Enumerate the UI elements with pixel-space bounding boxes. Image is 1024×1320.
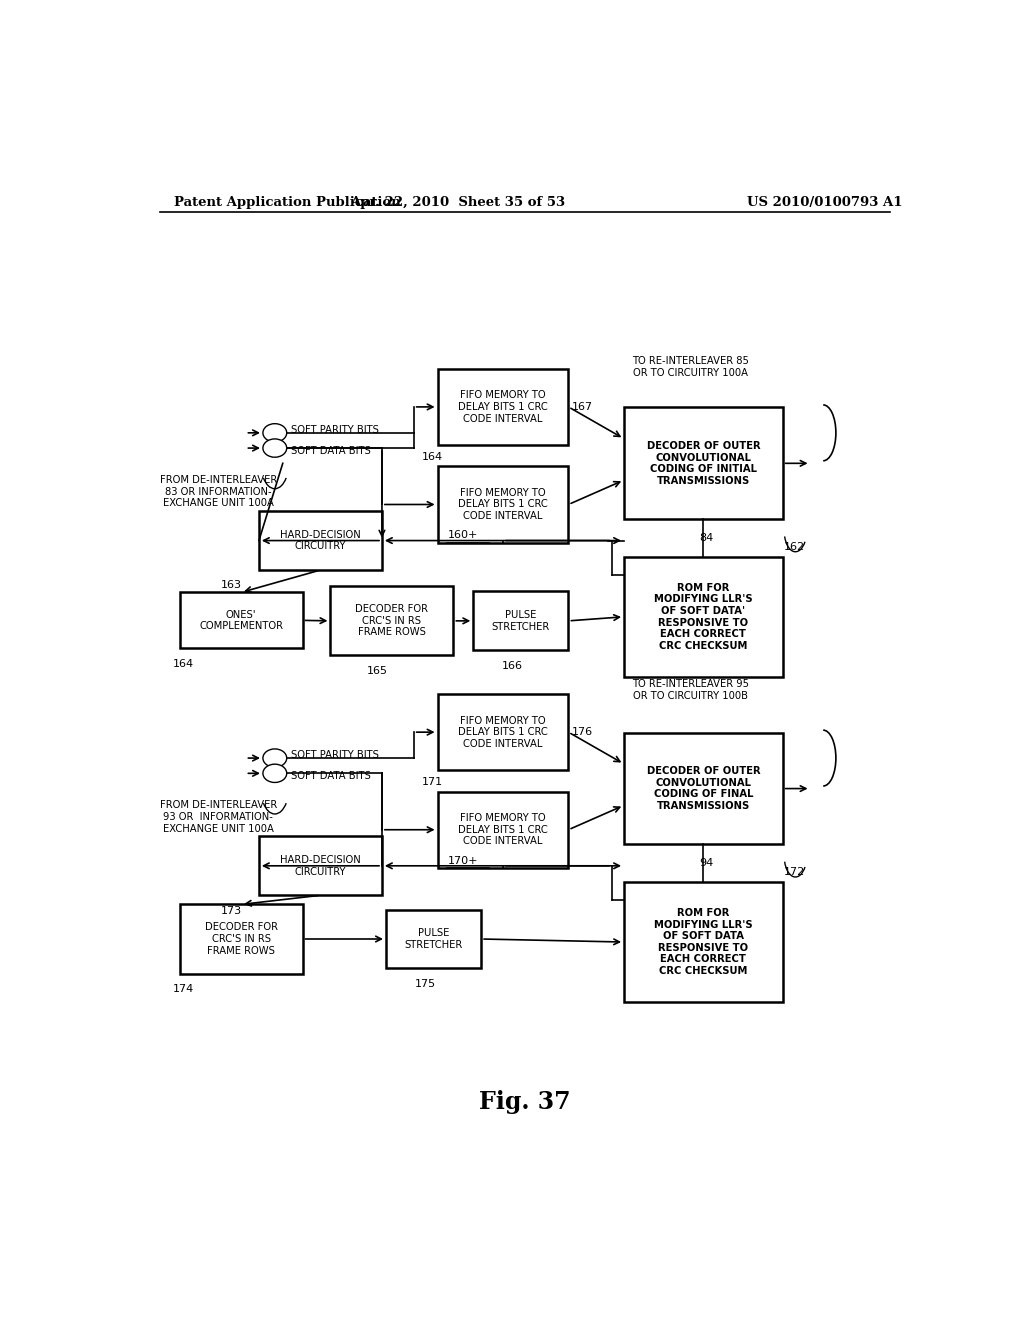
Text: 84: 84 [699,532,714,543]
Text: Fig. 37: Fig. 37 [479,1089,570,1114]
FancyBboxPatch shape [179,593,303,648]
Text: SOFT DATA BITS: SOFT DATA BITS [291,446,371,457]
Text: HARD-DECISION
CIRCUITRY: HARD-DECISION CIRCUITRY [281,855,360,876]
Text: 164: 164 [173,659,195,668]
FancyBboxPatch shape [437,792,568,867]
FancyBboxPatch shape [624,733,782,845]
FancyBboxPatch shape [259,837,382,895]
FancyBboxPatch shape [386,909,481,969]
Text: 174: 174 [173,983,195,994]
Text: 164: 164 [422,453,442,462]
Text: FIFO MEMORY TO
DELAY BITS 1 CRC
CODE INTERVAL: FIFO MEMORY TO DELAY BITS 1 CRC CODE INT… [458,813,548,846]
Text: 170+: 170+ [447,855,478,866]
Text: FIFO MEMORY TO
DELAY BITS 1 CRC
CODE INTERVAL: FIFO MEMORY TO DELAY BITS 1 CRC CODE INT… [458,488,548,521]
Ellipse shape [263,440,287,457]
Ellipse shape [263,764,287,783]
Text: 94: 94 [699,858,714,867]
Text: 173: 173 [220,906,242,916]
FancyBboxPatch shape [437,368,568,445]
FancyBboxPatch shape [259,511,382,570]
Text: 163: 163 [220,581,242,590]
Text: FIFO MEMORY TO
DELAY BITS 1 CRC
CODE INTERVAL: FIFO MEMORY TO DELAY BITS 1 CRC CODE INT… [458,391,548,424]
Text: DECODER OF OUTER
CONVOLUTIONAL
CODING OF FINAL
TRANSMISSIONS: DECODER OF OUTER CONVOLUTIONAL CODING OF… [646,766,760,810]
Text: 167: 167 [571,401,593,412]
Text: 162: 162 [784,541,806,552]
Text: 166: 166 [502,660,523,671]
FancyBboxPatch shape [624,557,782,677]
Text: HARD-DECISION
CIRCUITRY: HARD-DECISION CIRCUITRY [281,529,360,552]
Text: 171: 171 [422,777,442,788]
Text: 160+: 160+ [447,531,478,540]
Text: TO RE-INTERLEAVER 85
OR TO CIRCUITRY 100A: TO RE-INTERLEAVER 85 OR TO CIRCUITRY 100… [632,356,749,378]
Text: 165: 165 [368,665,388,676]
Text: FROM DE-INTERLEAVER
83 OR INFORMATION-
EXCHANGE UNIT 100A: FROM DE-INTERLEAVER 83 OR INFORMATION- E… [160,475,278,508]
FancyBboxPatch shape [624,408,782,519]
Text: SOFT PARITY BITS: SOFT PARITY BITS [291,750,379,760]
FancyBboxPatch shape [437,466,568,543]
Text: SOFT DATA BITS: SOFT DATA BITS [291,771,371,781]
Ellipse shape [263,424,287,442]
Text: SOFT PARITY BITS: SOFT PARITY BITS [291,425,379,434]
Text: US 2010/0100793 A1: US 2010/0100793 A1 [748,195,902,209]
Text: DECODER OF OUTER
CONVOLUTIONAL
CODING OF INITIAL
TRANSMISSIONS: DECODER OF OUTER CONVOLUTIONAL CODING OF… [646,441,760,486]
Text: ROM FOR
MODIFYING LLR'S
OF SOFT DATA
RESPONSIVE TO
EACH CORRECT
CRC CHECKSUM: ROM FOR MODIFYING LLR'S OF SOFT DATA RES… [654,908,753,975]
FancyBboxPatch shape [473,591,568,651]
Text: ROM FOR
MODIFYING LLR'S
OF SOFT DATA'
RESPONSIVE TO
EACH CORRECT
CRC CHECKSUM: ROM FOR MODIFYING LLR'S OF SOFT DATA' RE… [654,583,753,651]
FancyBboxPatch shape [624,882,782,1002]
Text: DECODER FOR
CRC'S IN RS
FRAME ROWS: DECODER FOR CRC'S IN RS FRAME ROWS [205,923,278,956]
Text: FROM DE-INTERLEAVER
93 OR  INFORMATION-
EXCHANGE UNIT 100A: FROM DE-INTERLEAVER 93 OR INFORMATION- E… [160,800,278,834]
Text: FIFO MEMORY TO
DELAY BITS 1 CRC
CODE INTERVAL: FIFO MEMORY TO DELAY BITS 1 CRC CODE INT… [458,715,548,748]
Ellipse shape [263,748,287,767]
Text: 172: 172 [784,867,806,876]
Text: Patent Application Publication: Patent Application Publication [174,195,400,209]
Text: PULSE
STRETCHER: PULSE STRETCHER [404,928,463,950]
Text: 176: 176 [571,727,593,737]
FancyBboxPatch shape [179,904,303,974]
Text: TO RE-INTERLEAVER 95
OR TO CIRCUITRY 100B: TO RE-INTERLEAVER 95 OR TO CIRCUITRY 100… [632,680,749,701]
Text: Apr. 22, 2010  Sheet 35 of 53: Apr. 22, 2010 Sheet 35 of 53 [350,195,565,209]
FancyBboxPatch shape [331,586,454,656]
Text: DECODER FOR
CRC'S IN RS
FRAME ROWS: DECODER FOR CRC'S IN RS FRAME ROWS [355,605,428,638]
FancyBboxPatch shape [437,694,568,771]
Text: 175: 175 [415,978,435,989]
Text: ONES'
COMPLEMENTOR: ONES' COMPLEMENTOR [199,610,283,631]
Text: PULSE
STRETCHER: PULSE STRETCHER [492,610,550,632]
